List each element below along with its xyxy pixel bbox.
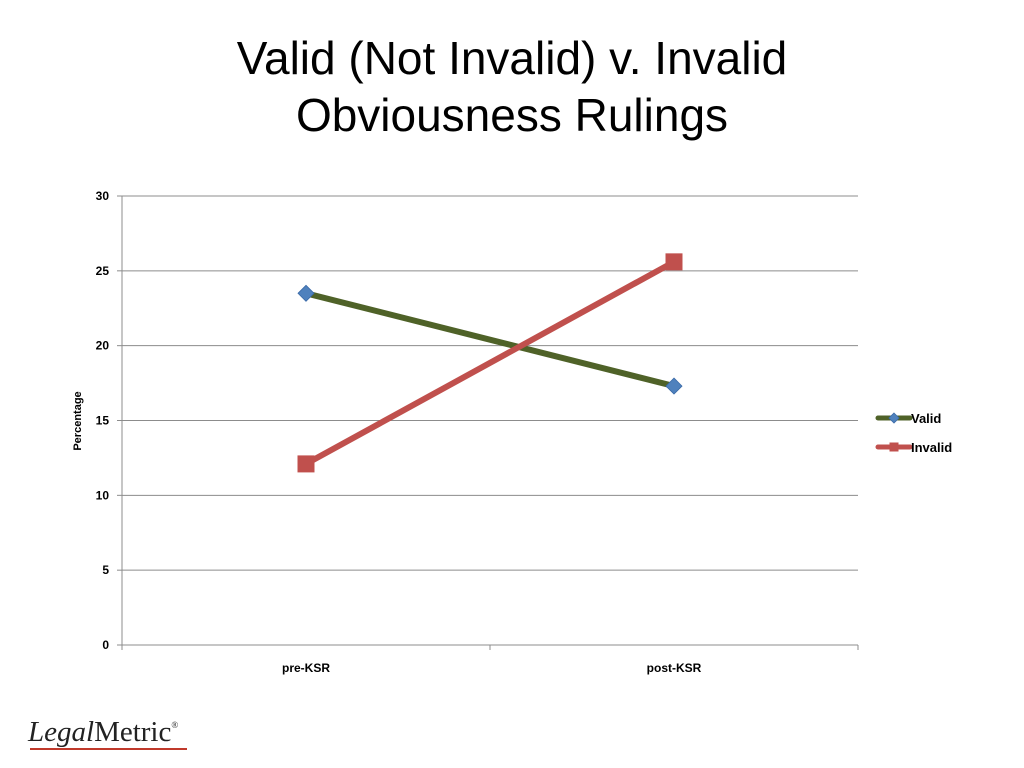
legend-item-valid: Valid: [875, 411, 941, 426]
slide-title: Valid (Not Invalid) v. Invalid Obviousne…: [0, 30, 1024, 144]
y-tick-label: 10: [96, 488, 110, 502]
series-valid: [297, 284, 683, 395]
series-line-invalid: [303, 258, 677, 467]
y-tick-label: 5: [102, 563, 109, 577]
legalmetric-logo: LegalMetric®: [28, 716, 187, 756]
series-invalid: [297, 253, 683, 473]
legend-label: Valid: [911, 411, 941, 426]
y-axis-title: Percentage: [72, 391, 84, 450]
data-point-valid: [665, 377, 683, 395]
data-point-invalid: [665, 253, 683, 271]
data-point-invalid: [297, 455, 315, 473]
y-tick-label: 20: [96, 339, 110, 353]
axes: 0 5 10 15 20 25 30 pre-KSR post-KSR: [96, 189, 859, 675]
y-tick-label: 25: [96, 264, 110, 278]
legend-marker: [888, 412, 900, 424]
gridlines: [122, 195, 858, 571]
y-tick-label: 15: [96, 414, 110, 428]
y-tick-label: 30: [96, 189, 110, 203]
series: [297, 253, 683, 473]
y-tick-label: 0: [102, 638, 109, 652]
data-point-valid: [297, 284, 315, 302]
legend: Valid Invalid: [875, 411, 952, 455]
slide-title-line-1: Valid (Not Invalid) v. Invalid: [236, 32, 788, 84]
logo-underline: [30, 748, 187, 750]
series-line-valid: [303, 290, 677, 390]
legend-label: Invalid: [911, 440, 952, 455]
legend-item-invalid: Invalid: [875, 440, 952, 455]
logo-text-legal: Legal: [28, 716, 95, 748]
logo-text-metric: Metric: [94, 716, 172, 748]
logo-registered-mark: ®: [171, 720, 179, 730]
slide-title-line-2: Obviousness Rulings: [295, 89, 729, 141]
x-tick-label: post-KSR: [647, 661, 702, 675]
legend-marker: [889, 442, 899, 452]
x-tick-label: pre-KSR: [282, 661, 330, 675]
